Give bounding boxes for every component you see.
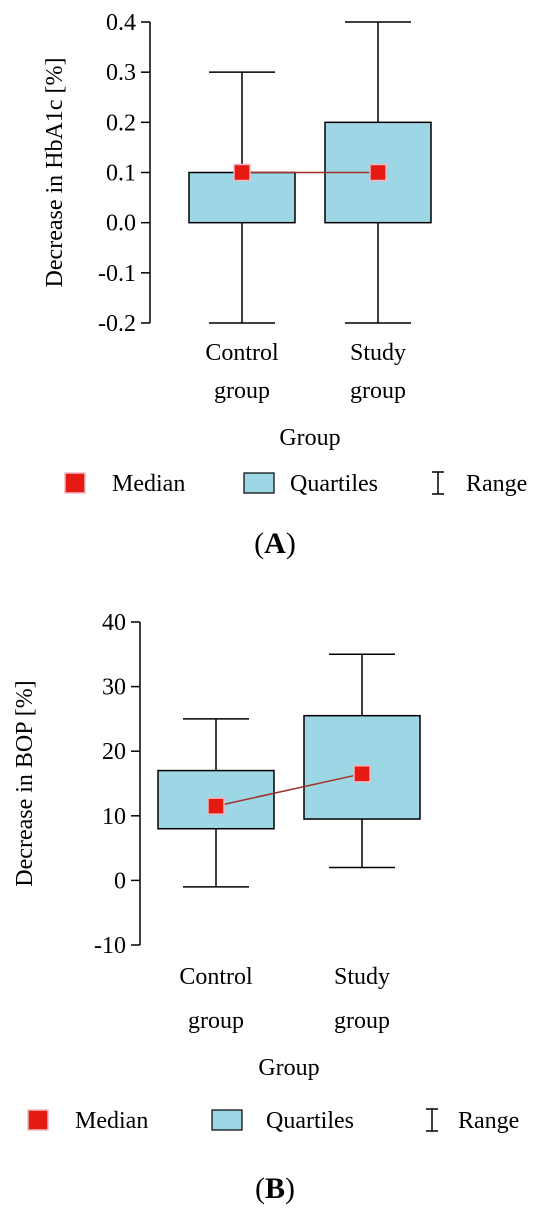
legend-range-label: Range [466, 471, 527, 497]
legend-range-label: Range [458, 1108, 519, 1134]
y-tick-label: 30 [102, 675, 126, 701]
y-tick-label: 0.4 [106, 10, 136, 36]
y-tick-label: 0 [114, 868, 126, 894]
x-category-label: Control [179, 964, 253, 990]
panel-label-letter: A [264, 527, 286, 560]
x-category-label: Control [205, 340, 279, 366]
legend-quartiles-swatch [243, 472, 275, 494]
x-category-label: Study [350, 340, 406, 366]
legend-median-label: Median [112, 471, 185, 497]
legend-median-swatch [64, 472, 86, 494]
panel-label: (B) [255, 1172, 295, 1205]
y-tick-label: 0.0 [106, 211, 136, 237]
median-marker [233, 163, 251, 182]
x-category-label: group [214, 378, 270, 404]
x-axis-title: Group [258, 1055, 319, 1081]
y-axis-title: Decrease in BOP [%] [12, 680, 38, 886]
y-tick-label: 20 [102, 739, 126, 765]
legend: Median Quartiles Range [27, 1108, 519, 1134]
legend-median-swatch [27, 1109, 49, 1131]
x-category-label: group [188, 1008, 244, 1034]
legend-quartiles-swatch [211, 1109, 243, 1131]
chart-panel-a: -0.2 -0.1 0.0 0.1 0.2 0.3 0.4 Decrease in HbA1c… [42, 10, 527, 560]
y-axis-title: Decrease in HbA1c [%] [42, 58, 68, 288]
y-tick-label: -0.1 [98, 261, 136, 287]
y-tick-label: -10 [94, 933, 126, 959]
legend-quartiles-label: Quartiles [290, 471, 378, 497]
panel-label: (A) [254, 527, 296, 560]
median-marker [369, 163, 387, 182]
y-tick-label: 0.3 [106, 60, 136, 86]
x-category-label: Study [334, 964, 390, 990]
median-connector-line [215, 773, 363, 807]
y-tick-label: 0.1 [106, 161, 136, 187]
legend: Median Quartiles Range [64, 471, 527, 497]
x-category-label: group [334, 1008, 390, 1034]
chart-panel-b: -10 0 10 20 30 40 Decrease in BOP [%] Control gr… [12, 610, 519, 1205]
y-tick-label: -0.2 [98, 311, 136, 337]
y-tick-label: 0.2 [106, 110, 136, 136]
y-tick-label: 10 [102, 804, 126, 830]
median-marker [353, 765, 371, 783]
y-tick-label: 40 [102, 610, 126, 636]
median-marker [207, 797, 225, 815]
panel-label-letter: B [265, 1172, 285, 1205]
x-axis-title: Group [279, 425, 340, 451]
x-category-label: group [350, 378, 406, 404]
legend-quartiles-label: Quartiles [266, 1108, 354, 1134]
legend-median-label: Median [75, 1108, 148, 1134]
